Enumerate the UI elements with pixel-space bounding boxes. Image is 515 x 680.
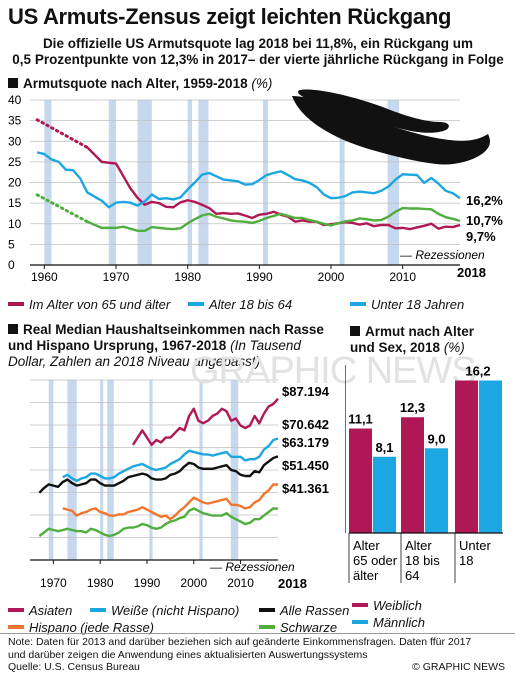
- x-tick-label: 1990: [134, 576, 161, 590]
- subtitle-line-1: Die offizielle US Armutsquote lag 2018 b…: [42, 36, 474, 51]
- category-label: Alter 18 bis 64: [405, 538, 440, 583]
- x-tick-label: 2000: [318, 270, 345, 284]
- series-line: [62, 483, 279, 521]
- bar: [425, 448, 448, 533]
- x-tick-label: 2000: [180, 576, 207, 590]
- chart2-recession-label: — Rezessionen: [209, 560, 295, 574]
- x-tick-label: 1980: [174, 270, 201, 284]
- chart1-legend-65plus: Im Alter von 65 und älter: [8, 297, 170, 312]
- chart1-legend-under18: Unter 18 Jahren: [350, 297, 464, 312]
- category-label: Alter 65 oder älter: [353, 538, 398, 583]
- income-by-race-chart: 1970 1980 1990 2000 2010 — Rezessionen 2018 …: [30, 379, 330, 591]
- bar: [373, 456, 396, 533]
- end-label-65plus: 9,7%: [466, 229, 496, 244]
- series-line-dotted: [35, 193, 89, 224]
- chart2-legend-all: Alle Rassen: [259, 603, 349, 618]
- chart2-heading: Real Median Haushaltseinkommen nach Rass…: [8, 322, 324, 369]
- watermark: GRAPHIC NEWS: [190, 350, 477, 392]
- poverty-by-sex-chart: 11,18,1 12,3 9,0 16,2 Alter 65 oder älterAlte…: [345, 364, 503, 583]
- x-tick-label: 1970: [103, 270, 130, 284]
- credit: © GRAPHIC NEWS: [412, 661, 505, 673]
- chart1-recession-label: — Rezessionen: [399, 248, 485, 262]
- category-label: Unter 18: [459, 538, 491, 568]
- end-label-65plus-upper: 10,7%: [466, 213, 503, 228]
- x-tick-label: 1960: [31, 270, 58, 284]
- x-tick-label: 1980: [87, 576, 114, 590]
- heading-square-icon: [8, 78, 18, 88]
- y-tick-label: 30: [8, 134, 22, 148]
- y-tick-label: 10: [8, 217, 22, 231]
- y-tick-label: 5: [8, 237, 15, 251]
- hand-icon: [292, 89, 490, 165]
- chart1-heading-text: Armutsquote nach Alter, 1959-2018: [23, 76, 248, 91]
- chart2-legend-black: Schwarze: [259, 620, 337, 635]
- chart2-legend-hispanic: Hispano (jede Rasse): [8, 620, 154, 635]
- bar: [401, 417, 424, 533]
- page-title: US Armuts-Zensus zeigt leichten Rückgang: [8, 4, 452, 29]
- end-label-under18: 16,2%: [466, 193, 503, 208]
- series-line-dotted: [35, 118, 89, 149]
- y-tick-label: 25: [8, 155, 22, 169]
- series-line: [36, 151, 461, 209]
- bar: [349, 428, 372, 533]
- bar: [455, 380, 478, 533]
- bar-value-label: 9,0: [427, 431, 445, 446]
- bar-value-label: 12,3: [400, 400, 425, 415]
- x-tick-label: 1990: [246, 270, 273, 284]
- heading-square-icon: [350, 326, 360, 336]
- bar-value-label: 11,1: [348, 412, 373, 427]
- poverty-by-age-chart: 0 5 10 15 20 25 30 35 40 1960 1970 1980 1990 2000 2010…: [8, 89, 503, 284]
- series-line: [62, 437, 279, 483]
- series-line: [38, 455, 279, 494]
- footnote-line-2: und darüber zeigen die Anwendung eines a…: [8, 648, 368, 661]
- chart2-legend-asian: Asiaten: [8, 603, 72, 618]
- x-tick-label: 2010: [389, 270, 416, 284]
- y-tick-label: 0: [8, 258, 15, 272]
- y-tick-label: 15: [8, 196, 22, 210]
- y-tick-label: 40: [8, 93, 22, 107]
- end-label-all: $63.179: [282, 435, 329, 450]
- chart1-legend-18to64: Alter 18 bis 64: [188, 297, 292, 312]
- subtitle-line-2: 0,5 Prozentpunkte von 12,3% in 2017– der…: [12, 52, 504, 67]
- heading-square-icon: [8, 324, 18, 334]
- footnote: Note: Daten für 2013 and darüber beziehe…: [8, 636, 508, 674]
- end-label-asian: $87.194: [282, 384, 330, 399]
- footer-divider: [0, 633, 515, 634]
- series-line: [86, 206, 461, 232]
- chart1-unit: (%): [251, 76, 273, 91]
- end-label-hispanic: $51.450: [282, 458, 329, 473]
- bar-value-label: 8,1: [375, 440, 393, 455]
- chart2-end-year: 2018: [278, 576, 307, 591]
- y-tick-label: 35: [8, 114, 22, 128]
- bar: [479, 380, 502, 533]
- chart3-heading: Armut nach Alter und Sex, 2018 (%): [350, 324, 475, 355]
- bar-value-label: 16,2: [465, 364, 490, 379]
- x-tick-label: 2010: [227, 576, 254, 590]
- chart1-heading: Armutsquote nach Alter, 1959-2018 (%): [8, 76, 272, 92]
- end-label-white: $70.642: [282, 417, 329, 432]
- footnote-line-1: Note: Daten für 2013 and darüber beziehe…: [8, 636, 472, 648]
- series-line: [131, 397, 279, 447]
- end-label-black: $41.361: [282, 481, 329, 496]
- x-tick-label: 1970: [40, 576, 67, 590]
- y-tick-label: 20: [8, 176, 22, 190]
- chart1-end-year: 2018: [457, 265, 486, 280]
- page-subtitle: Die offizielle US Armutsquote lag 2018 b…: [8, 36, 508, 68]
- chart3-legend-male: Männlich: [352, 615, 425, 630]
- series-line: [38, 507, 279, 538]
- chart3-legend-female: Weiblich: [352, 598, 422, 613]
- source-text: Quelle: U.S. Census Bureau: [8, 661, 140, 673]
- chart2-legend-white: Weiße (nicht Hispano): [90, 603, 239, 618]
